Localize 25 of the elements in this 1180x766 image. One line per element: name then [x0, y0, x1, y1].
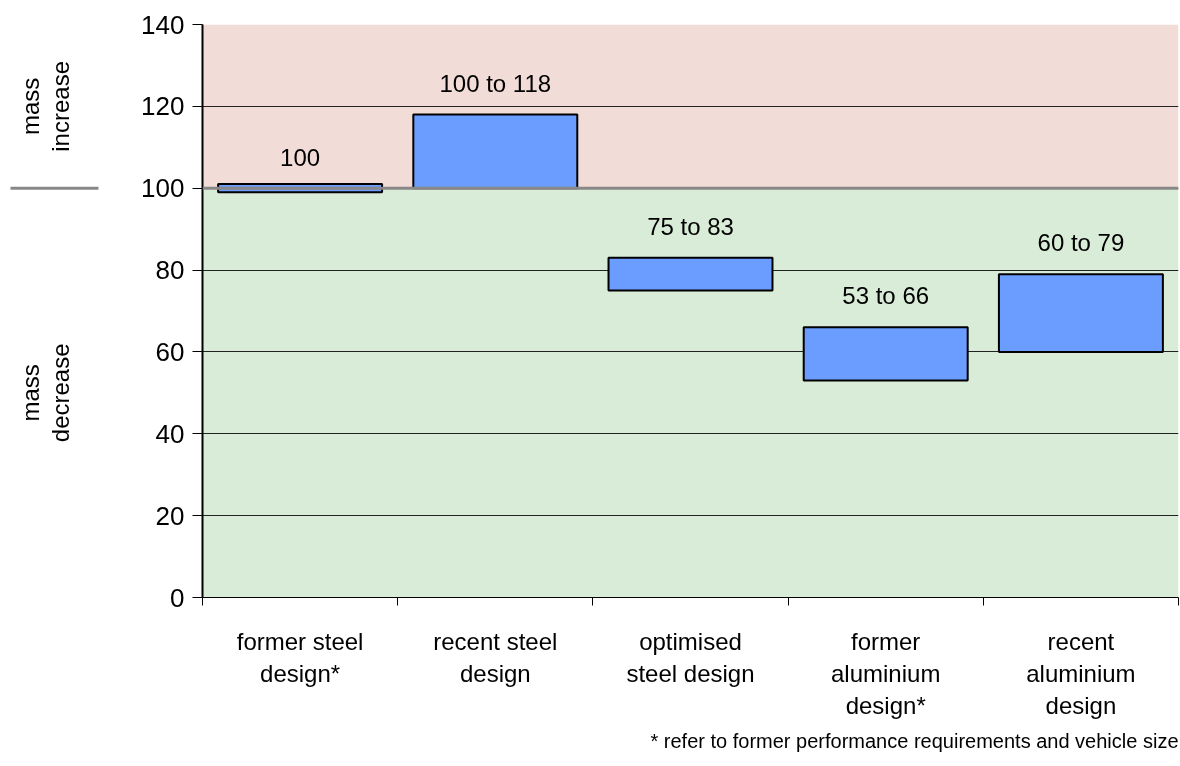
x-tick-label: recent aluminium design	[1026, 627, 1136, 720]
annotation: 100	[280, 144, 321, 172]
text: * refer to former performance requirements and vehicle size	[650, 729, 1179, 752]
y-tick-label: 0	[170, 582, 185, 613]
annotation: 53 to 66	[842, 282, 930, 310]
y-tick-label: 20	[155, 500, 185, 531]
bar	[997, 273, 1164, 353]
bar	[802, 326, 969, 382]
text: mass decrease	[17, 343, 74, 443]
annotation: 100 to 118	[439, 69, 552, 97]
y-tick-label: 100	[141, 173, 185, 204]
text: mass increase	[17, 61, 74, 152]
annotation: 75 to 83	[647, 212, 734, 240]
y-tick-label: 40	[155, 418, 185, 449]
x-tick-label: former steel design*	[236, 627, 364, 687]
bar	[412, 113, 579, 190]
y-tick-label: 60	[155, 336, 185, 367]
x-tick-label: former aluminium design*	[831, 627, 941, 720]
y-tick-label: 120	[141, 91, 185, 122]
x-tick-label: recent steel design	[433, 627, 558, 687]
bar	[607, 256, 774, 292]
y-tick-label: 140	[141, 9, 185, 40]
annotation: 60 to 79	[1037, 229, 1125, 257]
y-tick-label: 80	[155, 255, 185, 286]
x-tick-label: optimised steel design	[626, 627, 755, 687]
